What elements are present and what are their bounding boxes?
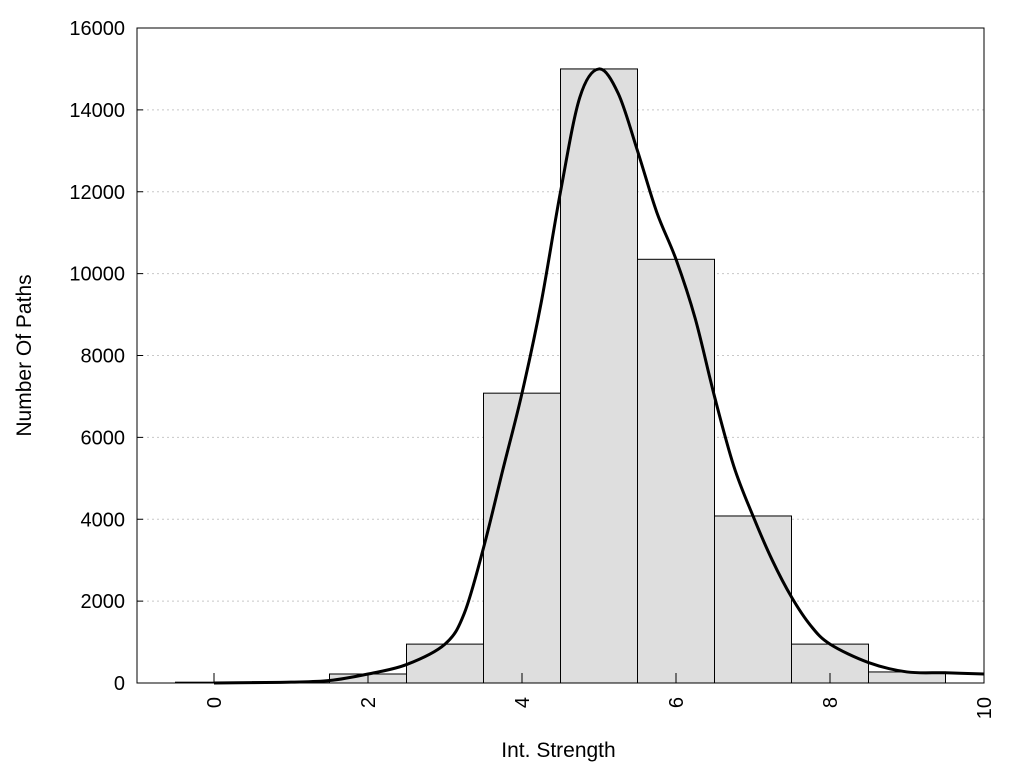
x-tick-label: 6 (666, 697, 688, 708)
y-tick-label: 16000 (69, 18, 125, 40)
x-tick-label: 4 (512, 697, 534, 708)
x-tick-label: 8 (820, 697, 842, 708)
fit-curve (213, 67, 985, 685)
x-axis-ticks: 0 2 4 6 8 10 (204, 673, 996, 719)
y-tick-label: 0 (114, 673, 125, 695)
x-tick-label: 0 (204, 697, 226, 708)
y-axis-title: Number Of Paths (13, 274, 36, 436)
histogram-bar (483, 392, 561, 684)
histogram-bar (560, 68, 638, 684)
x-axis-title: Int. Strength (501, 739, 615, 762)
y-tick-label: 2000 (81, 591, 126, 613)
x-tick-label: 10 (974, 697, 996, 719)
histogram-bar (406, 643, 484, 684)
x-tick-label: 2 (358, 697, 380, 708)
y-tick-label: 12000 (69, 182, 125, 204)
histogram-bar (714, 515, 792, 684)
y-tick-label: 14000 (69, 100, 125, 122)
histogram-bar (637, 258, 715, 684)
histogram-bars (175, 68, 946, 684)
grid-lines (137, 109, 984, 602)
y-tick-label: 8000 (81, 346, 126, 368)
y-axis-ticks: 0 2000 4000 6000 8000 10000 12000 14000 16000 (69, 18, 143, 695)
y-tick-label: 4000 (81, 509, 126, 531)
y-tick-label: 6000 (81, 427, 126, 449)
y-tick-label: 10000 (69, 264, 125, 286)
